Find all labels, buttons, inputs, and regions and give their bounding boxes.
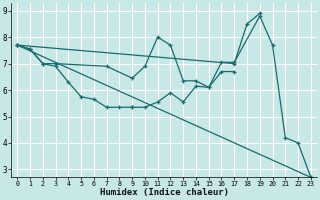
X-axis label: Humidex (Indice chaleur): Humidex (Indice chaleur): [100, 188, 228, 197]
